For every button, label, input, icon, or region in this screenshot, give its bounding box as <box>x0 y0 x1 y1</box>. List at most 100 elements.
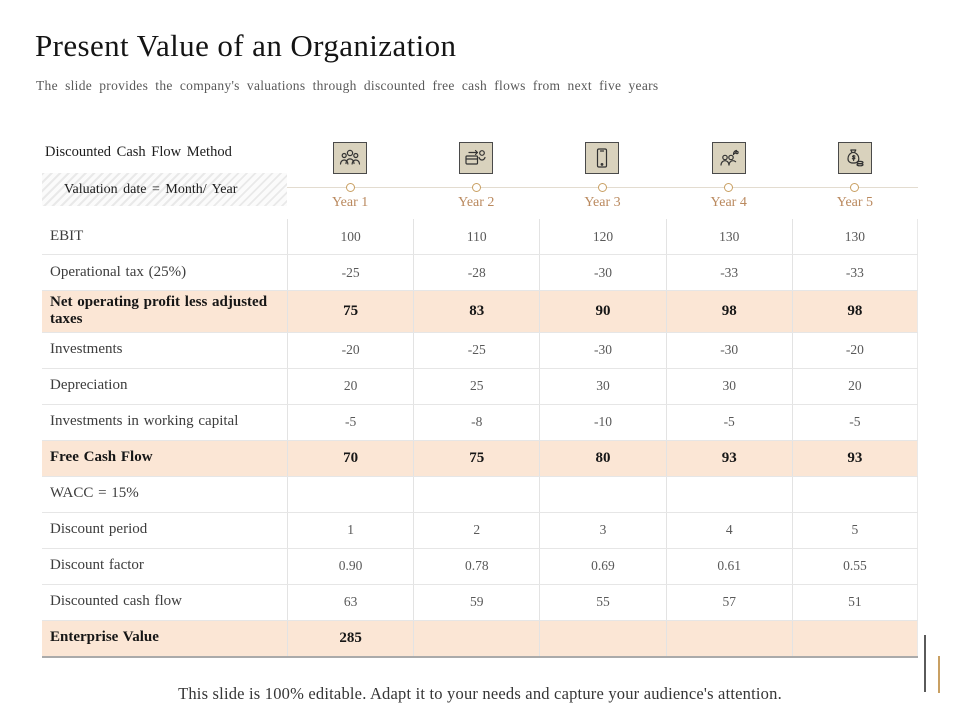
cell-value: 25 <box>413 368 539 404</box>
cell-value: 100 <box>287 219 413 254</box>
year-column-3: Year 3 <box>539 135 665 219</box>
cell-value: -33 <box>665 255 792 290</box>
timeline-dot <box>850 183 860 192</box>
cell-value: -30 <box>539 255 665 290</box>
year-column-1: Year 1 <box>287 135 413 219</box>
table-row: Net operating profit less adjusted taxes… <box>42 291 918 333</box>
cell-value: -5 <box>665 404 792 440</box>
cell-value: 93 <box>791 440 918 476</box>
table-row: Enterprise Value 285 <box>42 620 918 658</box>
row-label: Discount factor <box>50 557 144 574</box>
audience-icon <box>333 142 368 174</box>
table-header: Discounted Cash Flow Method Valuation da… <box>42 135 918 219</box>
cell-value: -8 <box>413 404 539 440</box>
row-label: Operational tax (25%) <box>50 263 187 280</box>
method-label: Discounted Cash Flow Method <box>45 144 232 160</box>
cell-value: 120 <box>539 219 665 254</box>
row-label: EBIT <box>50 227 84 244</box>
cell-value <box>287 476 413 512</box>
cell-value: 5 <box>791 512 918 548</box>
cell-value <box>539 620 665 656</box>
cell-value: 93 <box>665 440 792 476</box>
table-body: EBIT 100 110 120 130 130 Operational tax (25%)… <box>42 219 918 658</box>
cell-value: -5 <box>287 404 413 440</box>
timeline-dot <box>597 183 607 192</box>
cell-value <box>413 476 539 512</box>
dcf-table: Discounted Cash Flow Method Valuation da… <box>42 135 918 658</box>
cell-value: -20 <box>791 332 918 368</box>
cell-value: 90 <box>539 291 665 332</box>
cell-value <box>791 476 918 512</box>
table-row: Free Cash Flow 70 75 80 93 93 <box>42 440 918 477</box>
page-title: Present Value of an Organization <box>35 28 457 63</box>
year-label: Year 1 <box>331 195 369 210</box>
cell-value: 0.90 <box>287 548 413 584</box>
header-left: Discounted Cash Flow Method Valuation da… <box>42 135 287 219</box>
table-row: Discounted cash flow 63 59 55 57 51 <box>42 584 918 621</box>
row-label: Investments <box>50 341 123 358</box>
year-column-5: Year 5 <box>792 135 918 219</box>
table-row: EBIT 100 110 120 130 130 <box>42 219 918 255</box>
year-label: Year 3 <box>584 195 621 210</box>
cell-value: 80 <box>539 440 665 476</box>
row-label: Net operating profit less adjusted taxes <box>50 294 268 328</box>
cell-value: 3 <box>539 512 665 548</box>
team-growth-icon <box>711 142 746 174</box>
cell-value <box>413 620 539 656</box>
year-label: Year 2 <box>458 195 495 210</box>
cell-value: -20 <box>287 332 413 368</box>
cell-value: 30 <box>539 368 665 404</box>
cell-value: 59 <box>413 584 539 620</box>
timeline-dot <box>724 183 734 192</box>
slide-subtitle: The slide provides the company's valuati… <box>36 78 659 93</box>
cell-value: 51 <box>791 584 918 620</box>
cell-value: -10 <box>539 404 665 440</box>
cell-value: 98 <box>791 291 918 332</box>
year-label: Year 4 <box>710 195 747 210</box>
cell-value: 2 <box>413 512 539 548</box>
cell-value: 0.78 <box>413 548 539 584</box>
table-row: Investments in working capital -5 -8 -10 -5-… <box>42 404 918 441</box>
cell-value: -30 <box>665 332 792 368</box>
row-label: WACC = 15% <box>50 485 139 502</box>
cell-value: 285 <box>287 620 413 656</box>
cell-value: 57 <box>665 584 792 620</box>
money-bag-icon <box>837 142 872 174</box>
year-column-2: Year 2 <box>413 135 539 219</box>
cell-value: 98 <box>665 291 792 332</box>
cell-value: 75 <box>287 291 413 332</box>
valuation-date-label: Valuation date = Month/ Year <box>64 181 238 197</box>
smartphone-icon <box>585 142 620 174</box>
table-row: Depreciation 20 25 30 30 20 <box>42 368 918 405</box>
table-row: Operational tax (25%) -25 -28 -30 -33 -33 <box>42 255 918 291</box>
row-label: Discounted cash flow <box>50 593 182 610</box>
timeline-dot <box>345 183 355 192</box>
cell-value: 1 <box>287 512 413 548</box>
cell-value: 70 <box>287 440 413 476</box>
cell-value: 20 <box>287 368 413 404</box>
table-row: Discount factor 0.90 0.78 0.69 0.61 0.55 <box>42 548 918 585</box>
table-row: Discount period 1 2 3 4 5 <box>42 512 918 549</box>
row-label: Enterprise Value <box>50 629 159 646</box>
cell-value: 0.55 <box>791 548 918 584</box>
cell-value: -5 <box>791 404 918 440</box>
footer-note: This slide is 100% editable. Adapt it to… <box>178 684 782 703</box>
cell-value: 130 <box>791 219 918 254</box>
timeline-dot <box>471 183 481 192</box>
cell-value: -25 <box>413 332 539 368</box>
cell-value: 130 <box>665 219 792 254</box>
valuation-date-box: Valuation date = Month/ Year <box>42 173 287 206</box>
cell-value: 63 <box>287 584 413 620</box>
cell-value: -30 <box>539 332 665 368</box>
row-label: Free Cash Flow <box>50 449 153 466</box>
cell-value: 110 <box>413 219 539 254</box>
cell-value <box>665 620 792 656</box>
decor-line-tan <box>938 656 940 693</box>
cell-value: 0.61 <box>665 548 792 584</box>
cell-value: 75 <box>413 440 539 476</box>
year-label: Year 5 <box>836 195 874 210</box>
cell-value: -33 <box>791 255 918 290</box>
table-row: Investments -20 -25 -30 -30 -20 <box>42 332 918 369</box>
decor-line-dark <box>924 635 926 692</box>
table-row: WACC = 15% <box>42 476 918 513</box>
